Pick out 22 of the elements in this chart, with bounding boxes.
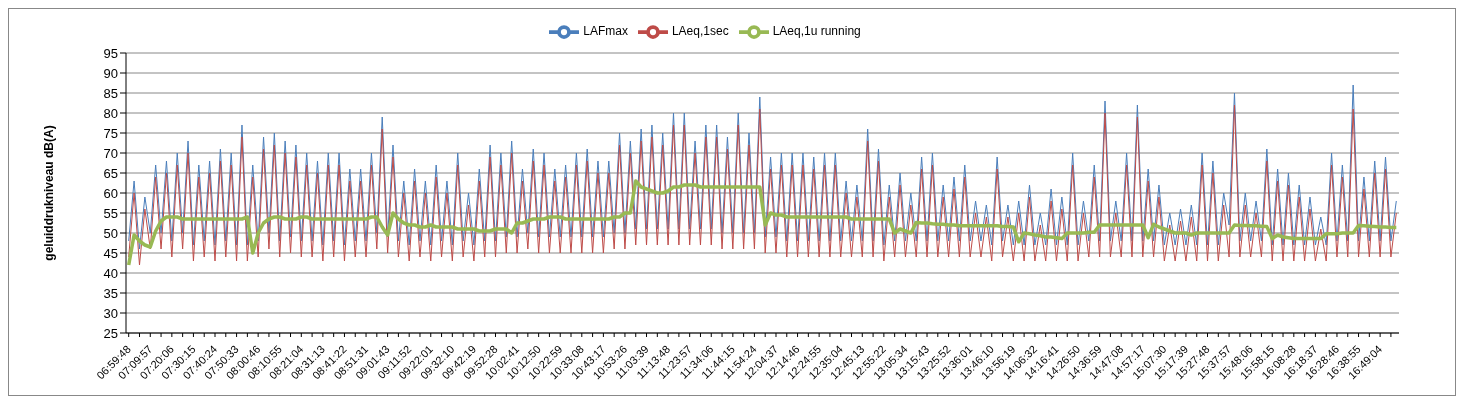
y-tick-label: 50 (103, 225, 118, 241)
line-series (128, 104, 1397, 266)
y-tick-label: 45 (103, 245, 118, 261)
y-axis-title: geluiddrukniveau dB(A) (42, 125, 57, 261)
y-tick-label: 95 (103, 45, 118, 61)
legend-label: LAFmax (583, 24, 628, 39)
y-tick-label: 60 (103, 185, 118, 201)
legend-label: LAeq,1u running (772, 24, 861, 39)
line-series (126, 179, 1399, 267)
y-tick-label: 65 (103, 165, 118, 181)
y-tick-label: 30 (103, 305, 118, 321)
legend-label: LAeq,1sec (671, 24, 729, 39)
line-series (128, 84, 1397, 250)
y-tick-label: 55 (103, 205, 118, 221)
y-tick-label: 40 (103, 265, 118, 281)
y-tick-label: 85 (103, 85, 118, 101)
y-tick-label: 70 (103, 145, 118, 161)
y-tick-label: 35 (103, 285, 118, 301)
y-tick-label: 25 (103, 325, 118, 341)
y-tick-label: 75 (103, 125, 118, 141)
y-tick-label: 80 (103, 105, 118, 121)
y-tick-label: 90 (103, 65, 118, 81)
